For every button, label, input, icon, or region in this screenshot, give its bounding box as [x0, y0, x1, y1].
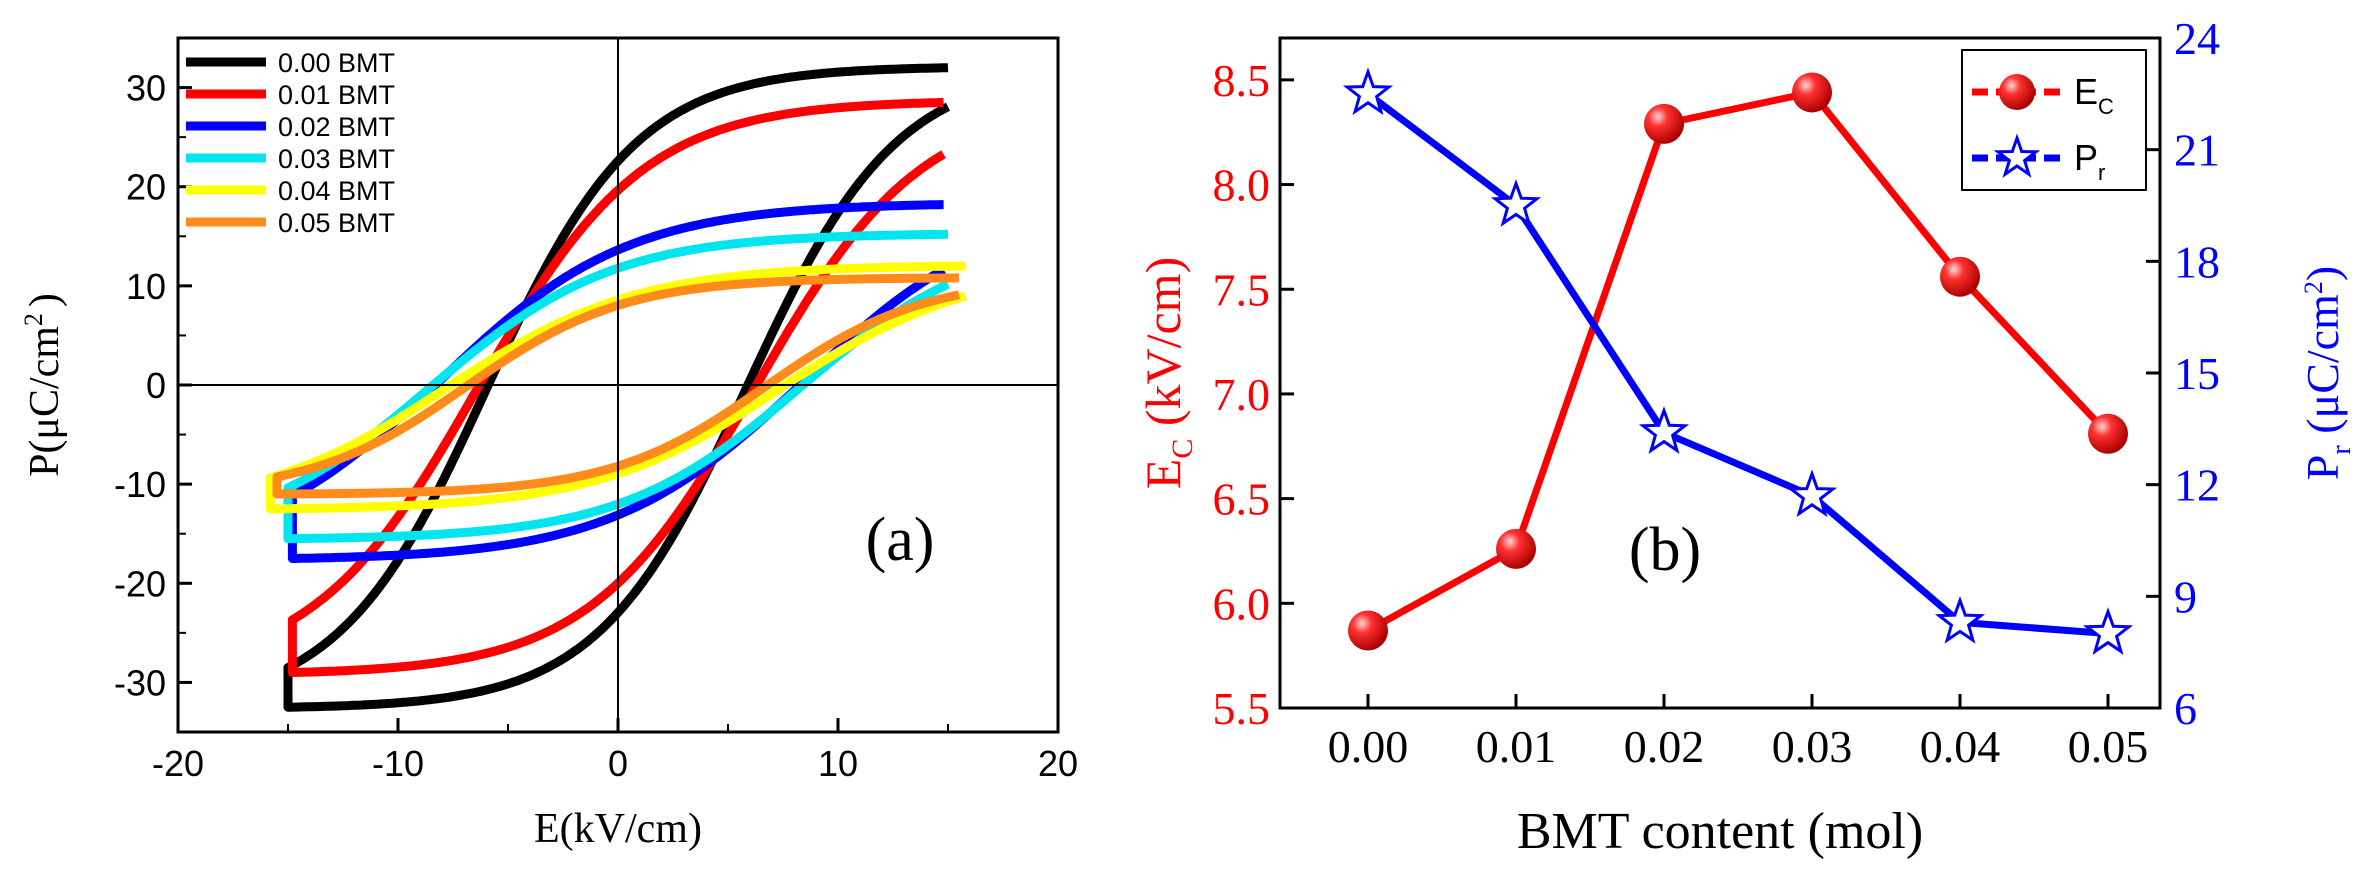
data-point-pr — [1342, 67, 1394, 116]
y-tick-label-right-b: 9 — [2174, 571, 2197, 622]
legend-label-b: Pr — [2074, 137, 2105, 185]
data-point-pr — [1638, 406, 1690, 454]
data-point-pr — [2082, 607, 2134, 655]
y-axis-label-right-b: Pr (μC/cm2) — [2297, 266, 2357, 480]
legend-box-b — [1961, 49, 2147, 191]
axes-b: 0.00 0.01 0.02 0.03 0.04 0.05 5.5 6.0 6.5 7.0 7.5 8… — [1213, 13, 2221, 772]
legend-label-a: 0.05 BMT — [278, 208, 395, 238]
x-tick-label-a: 0 — [608, 743, 628, 784]
loop-0-05-bmt — [272, 273, 961, 499]
y-axis-label-left-b: EC (kV/cm) — [1135, 257, 1199, 489]
y-tick-label-right-b: 15 — [2174, 348, 2220, 399]
y-tick-label-left-b: 6.0 — [1213, 578, 1271, 629]
y-tick-label-left-b: 8.5 — [1213, 55, 1271, 106]
x-tick-label-b: 0.01 — [1476, 721, 1557, 772]
legend-label-b: EC — [2074, 71, 2114, 119]
x-tick-label-b: 0.05 — [2068, 721, 2149, 772]
x-tick-label-a: -20 — [152, 743, 204, 784]
data-point-ec — [1644, 103, 1684, 144]
x-tick-label-a: 10 — [818, 743, 858, 784]
legend-marker-ec — [1999, 74, 2035, 110]
panel-b: 0.00 0.01 0.02 0.03 0.04 0.05 5.5 6.0 6.5 7.0 7.5 8… — [1135, 13, 2357, 860]
legend-label-a: 0.00 BMT — [278, 48, 395, 78]
y-tick-label-a: 30 — [126, 68, 166, 109]
loop-0-04-bmt — [265, 261, 968, 514]
y-tick-label-left-b: 5.5 — [1213, 683, 1271, 734]
y-tick-label-right-b: 18 — [2174, 236, 2220, 287]
series-line-r — [1365, 91, 2109, 638]
series-line-c — [1366, 88, 2111, 634]
axes-a: -20 -10 0 10 20 -30 -20 -10 0 10 20 30 — [114, 38, 1078, 784]
x-tick-label-a: -10 — [372, 743, 424, 784]
x-tick-label-b: 0.03 — [1772, 721, 1853, 772]
data-point-ec — [1496, 528, 1536, 569]
x-axis-label-a: E(kV/cm) — [534, 806, 702, 852]
y-tick-label-left-b: 8.0 — [1213, 160, 1271, 211]
hysteresis-loops — [265, 63, 968, 712]
y-tick-label-a: 10 — [126, 266, 166, 307]
y-tick-label-left-b: 7.5 — [1213, 264, 1271, 315]
y-tick-label-right-b: 6 — [2174, 683, 2197, 734]
data-point-ec — [2088, 413, 2128, 454]
plot-area-b — [1342, 67, 2134, 655]
loop-0-01-bmt — [287, 97, 946, 677]
y-tick-label-right-b: 12 — [2174, 460, 2220, 511]
y-tick-label-left-b: 7.0 — [1213, 369, 1271, 420]
y-tick-label-a: -30 — [114, 662, 166, 703]
panel-label-a: (a) — [866, 506, 935, 574]
loop-0-03-bmt — [283, 229, 950, 544]
data-point-pr — [1490, 179, 1542, 227]
y-tick-label-a: 20 — [126, 167, 166, 208]
legend-label-a: 0.01 BMT — [278, 80, 395, 110]
data-point-pr — [1786, 469, 1838, 518]
data-point-ec — [1348, 610, 1388, 651]
y-tick-label-right-b: 21 — [2174, 125, 2220, 176]
panel-label-b: (b) — [1629, 516, 1701, 584]
data-point-ec — [1940, 256, 1980, 297]
y-tick-label-a: 0 — [146, 365, 166, 406]
x-tick-label-b: 0.00 — [1328, 721, 1409, 772]
panel-a: -20 -10 0 10 20 -30 -20 -10 0 10 20 30 0.00 BMT0.01… — [19, 36, 1078, 852]
x-axis-label-b: BMT content (mol) — [1517, 803, 1923, 860]
x-tick-label-b: 0.04 — [1920, 721, 2001, 772]
y-tick-label-a: -10 — [114, 464, 166, 505]
y-tick-label-left-b: 6.5 — [1213, 474, 1271, 525]
x-tick-label-b: 0.02 — [1624, 721, 1705, 772]
legend-label-a: 0.04 BMT — [278, 176, 395, 206]
data-point-ec — [1792, 72, 1832, 113]
y-axis-label-a: P(μC/cm2) — [19, 293, 68, 477]
data-point-pr — [1934, 595, 1986, 644]
legend-label-a: 0.03 BMT — [278, 144, 395, 174]
y-tick-label-a: -20 — [114, 563, 166, 604]
legend-marker-pr — [1993, 133, 2041, 178]
legend-b: EC Pr — [1961, 49, 2147, 191]
y-tick-label-right-b: 24 — [2174, 13, 2220, 64]
legend-label-a: 0.02 BMT — [278, 112, 395, 142]
x-tick-label-a: 20 — [1038, 743, 1078, 784]
